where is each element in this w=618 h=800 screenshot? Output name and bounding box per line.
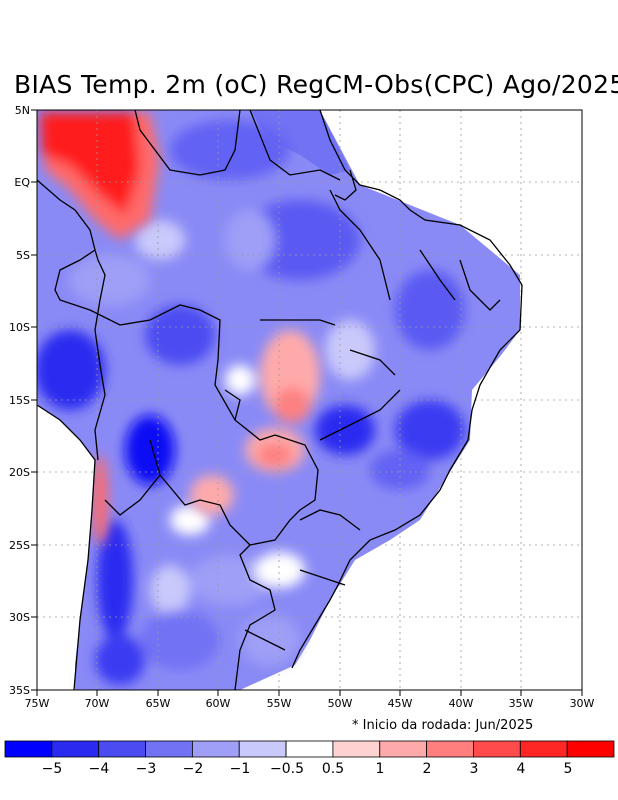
colorbar-label: −2 [183,761,204,777]
colorbar-label: 2 [423,761,432,777]
map-title: BIAS Temp. 2m (oC) RegCM-Obs(CPC) Ago/20… [14,70,618,99]
colorbar-swatch [379,740,428,758]
lat-label: 25S [9,539,30,552]
colorbar-label: −1 [230,761,251,777]
lat-label: 10S [9,321,30,334]
colorbar-swatch [566,740,615,758]
lon-label: 40W [449,697,474,710]
colorbar-swatch [426,740,474,758]
grid-lines [37,110,582,690]
lat-label: 30S [9,611,30,624]
axis-ticks [31,109,583,696]
lat-label: 20S [9,466,30,479]
lon-label: 30W [570,697,595,710]
lat-label: 5S [16,249,30,262]
lon-label: 65W [146,697,171,710]
colorbar-label: 3 [470,761,479,777]
run-start-note: * Inicio da rodada: Jun/2025 [352,718,534,733]
lon-label: 55W [267,697,292,710]
colorbar-swatch [519,740,568,758]
lon-label: 35W [509,697,534,710]
colorbar-swatch [332,740,381,758]
lon-label: 50W [328,697,353,710]
lat-label: 5N [15,104,30,117]
colorbar-label: −3 [136,761,157,777]
colorbar-label: −5 [42,761,63,777]
colorbar-swatch [285,740,334,758]
colorbar-swatch [473,740,521,758]
lat-label: 35S [9,684,30,697]
lon-label: 45W [388,697,413,710]
lon-label: 60W [206,697,231,710]
lon-label: 75W [25,697,50,710]
colorbar-swatch [238,740,287,758]
colorbar-swatch [51,740,100,758]
lat-label: EQ [14,176,30,189]
colorbar-swatch [191,740,240,758]
country-borders [37,110,523,690]
colorbar-label: −4 [89,761,110,777]
lon-label: 70W [85,697,110,710]
colorbar-label: 4 [517,761,526,777]
colorbar-label: 0.5 [322,761,344,777]
colorbar-label: 5 [564,761,573,777]
colorbar: −5 −4 −3 −2 −1 −0.5 0.5 1 2 3 4 5 [4,740,615,777]
colorbar-label: 1 [376,761,385,777]
colorbar-swatch [4,740,53,758]
lat-label: 15S [9,394,30,407]
colorbar-swatch [145,740,193,758]
colorbar-swatch [98,740,146,758]
colorbar-label: −0.5 [270,761,304,777]
